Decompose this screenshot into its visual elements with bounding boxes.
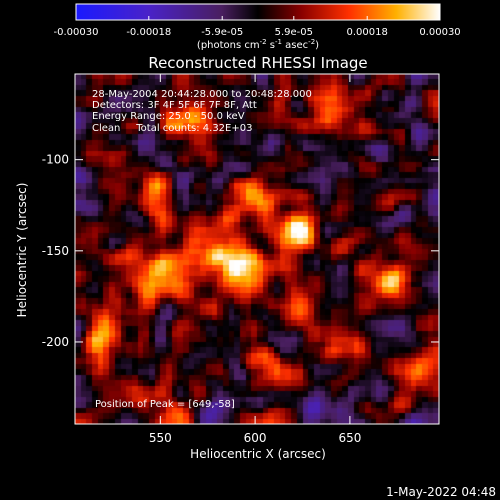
info-line-energy: Energy Range: 25.0 - 50.0 keV bbox=[92, 111, 245, 122]
footer-timestamp: 1-May-2022 04:48 bbox=[386, 485, 496, 499]
x-tick-label: 550 bbox=[149, 431, 172, 445]
info-text: 28-May-2004 20:44:28.000 to 20:48:28.000… bbox=[92, 89, 312, 410]
heatmap-image bbox=[75, 74, 439, 424]
colorbar-tick-label: 0.00018 bbox=[347, 27, 388, 38]
peak-position-label: Position of Peak = [649,-58] bbox=[95, 399, 235, 410]
x-tick-label: 650 bbox=[338, 431, 361, 445]
chart-title: Reconstructed RHESSI Image bbox=[148, 54, 367, 72]
colorbar: -0.00030 -0.00018 -5.9e-05 5.9e-05 0.00018 0.… bbox=[54, 3, 461, 51]
x-tick-label: 600 bbox=[244, 431, 267, 445]
info-line-detectors: Detectors: 3F 4F 5F 6F 7F 8F, Att bbox=[92, 100, 257, 111]
y-axis-label: Heliocentric Y (arcsec) bbox=[15, 183, 29, 318]
info-line-time: 28-May-2004 20:44:28.000 to 20:48:28.000 bbox=[92, 89, 312, 100]
axis-ticks: 550 600 650 -100 -150 -200 bbox=[42, 74, 439, 445]
colorbar-tick-label: 5.9e-05 bbox=[275, 27, 313, 38]
x-axis-label: Heliocentric X (arcsec) bbox=[190, 447, 326, 461]
plot-frame bbox=[74, 73, 440, 425]
y-tick-label: -150 bbox=[42, 244, 69, 258]
colorbar-unit-label: (photons cm-2 s-1 asec-2) bbox=[197, 38, 319, 51]
heatmap: 550 600 650 -100 -150 -200 bbox=[42, 73, 440, 445]
colorbar-tick-label: -5.9e-05 bbox=[201, 27, 243, 38]
colorbar-gradient bbox=[75, 3, 441, 21]
colorbar-tick-label: -0.00030 bbox=[54, 27, 99, 38]
y-tick-label: -200 bbox=[42, 335, 69, 349]
y-tick-label: -100 bbox=[42, 153, 69, 167]
info-line-clean: Clean Total counts: 4.32E+03 bbox=[92, 123, 252, 134]
colorbar-tick-label: -0.00018 bbox=[126, 27, 171, 38]
colorbar-ticks: -0.00030 -0.00018 -5.9e-05 5.9e-05 0.00018 0.… bbox=[54, 16, 461, 38]
colorbar-tick-label: 0.00030 bbox=[419, 27, 460, 38]
